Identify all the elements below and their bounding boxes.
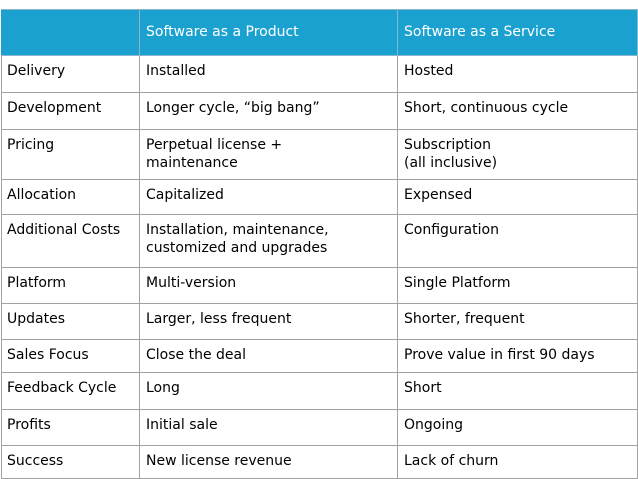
product-cell-development: Longer cycle, “big bang” [139,92,398,130]
cell-line: Hosted [404,63,454,79]
header-software-as-a-product: Software as a Product [139,9,398,56]
cell-line: Installation, maintenance, [146,222,329,238]
cell-line: Capitalized [146,187,224,203]
cell-line: Perpetual license + [146,137,283,153]
cell-line: Initial sale [146,417,218,433]
service-cell-feedback-cycle: Short [397,372,638,410]
row-profits: Profits Initial sale Ongoing [1,409,638,446]
product-cell-delivery: Installed [139,55,398,93]
row-allocation: Allocation Capitalized Expensed [1,179,638,215]
row-label-feedback-cycle: Feedback Cycle [1,372,140,410]
row-label-profits: Profits [1,409,140,446]
row-label-allocation: Allocation [1,179,140,215]
row-label-additional-costs: Additional Costs [1,214,140,268]
product-cell-success: New license revenue [139,445,398,479]
cell-line: Shorter, frequent [404,311,525,327]
cell-line: (all inclusive) [404,155,498,171]
cell-line: Lack of churn [404,453,499,469]
cell-line: Close the deal [146,347,246,363]
row-updates: Updates Larger, less frequent Shorter, f… [1,303,638,340]
product-cell-allocation: Capitalized [139,179,398,215]
product-cell-profits: Initial sale [139,409,398,446]
cell-line: Multi-version [146,275,237,291]
cell-line: Prove value in first 90 days [404,347,595,363]
service-cell-updates: Shorter, frequent [397,303,638,340]
service-cell-delivery: Hosted [397,55,638,93]
cell-line: Short, continuous cycle [404,100,569,116]
row-success: Success New license revenue Lack of chur… [1,445,638,479]
cell-line: maintenance [146,155,238,171]
product-cell-sales-focus: Close the deal [139,339,398,373]
service-cell-sales-focus: Prove value in first 90 days [397,339,638,373]
row-feedback-cycle: Feedback Cycle Long Short [1,372,638,410]
row-label-development: Development [1,92,140,130]
product-cell-pricing: Perpetual license + maintenance [139,129,398,180]
cell-line: Single Platform [404,275,511,291]
service-cell-allocation: Expensed [397,179,638,215]
service-cell-platform: Single Platform [397,267,638,304]
cell-line: Short [404,380,442,396]
row-label-pricing: Pricing [1,129,140,180]
cell-line: Installed [146,63,206,79]
cell-line: customized and upgrades [146,240,328,256]
service-cell-pricing: Subscription (all inclusive) [397,129,638,180]
row-label-success: Success [1,445,140,479]
cell-line: Longer cycle, “big bang” [146,100,320,116]
row-label-updates: Updates [1,303,140,340]
row-platform: Platform Multi-version Single Platform [1,267,638,304]
row-label-platform: Platform [1,267,140,304]
row-additional-costs: Additional Costs Installation, maintenan… [1,214,638,268]
service-cell-success: Lack of churn [397,445,638,479]
row-label-sales-focus: Sales Focus [1,339,140,373]
cell-line: Expensed [404,187,473,203]
service-cell-development: Short, continuous cycle [397,92,638,130]
product-cell-feedback-cycle: Long [139,372,398,410]
service-cell-profits: Ongoing [397,409,638,446]
row-pricing: Pricing Perpetual license + maintenance … [1,129,638,180]
row-development: Development Longer cycle, “big bang” Sho… [1,92,638,130]
row-delivery: Delivery Installed Hosted [1,55,638,93]
cell-line: Larger, less frequent [146,311,292,327]
comparison-table: Software as a Product Software as a Serv… [1,9,638,479]
header-software-as-a-service: Software as a Service [397,9,638,56]
product-cell-additional-costs: Installation, maintenance, customized an… [139,214,398,268]
row-sales-focus: Sales Focus Close the deal Prove value i… [1,339,638,373]
product-cell-updates: Larger, less frequent [139,303,398,340]
header-row: Software as a Product Software as a Serv… [1,9,638,56]
product-cell-platform: Multi-version [139,267,398,304]
service-cell-additional-costs: Configuration [397,214,638,268]
row-label-delivery: Delivery [1,55,140,93]
header-corner-cell [1,9,140,56]
cell-line: New license revenue [146,453,292,469]
cell-line: Ongoing [404,417,463,433]
cell-line: Long [146,380,180,396]
cell-line: Subscription [404,137,491,153]
cell-line: Configuration [404,222,499,238]
